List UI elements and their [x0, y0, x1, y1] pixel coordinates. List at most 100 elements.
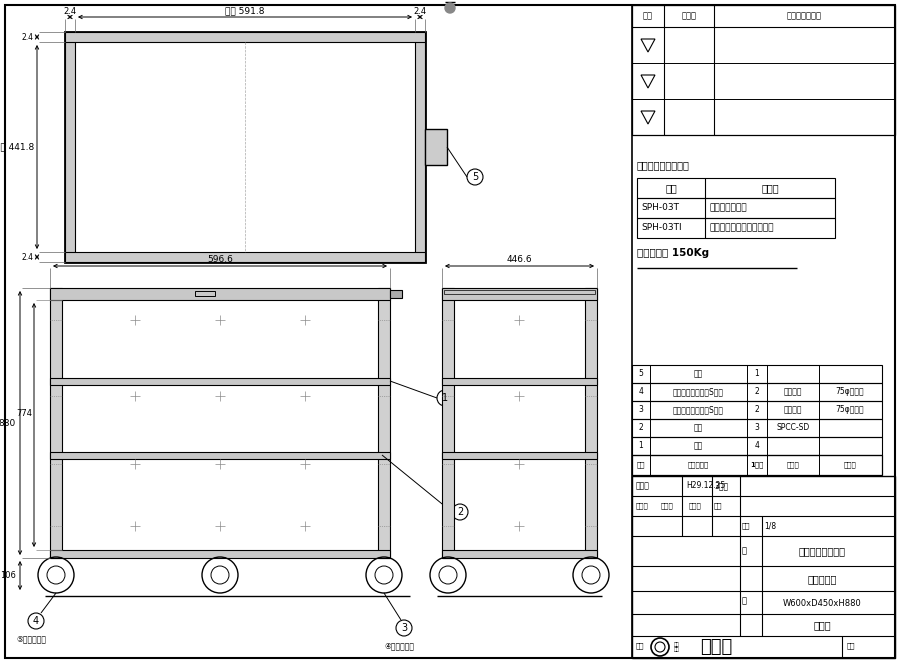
Bar	[637, 218, 835, 238]
Text: 3: 3	[400, 623, 407, 633]
Bar	[65, 32, 75, 262]
Text: 446.6: 446.6	[506, 255, 532, 263]
Text: 3: 3	[754, 424, 760, 432]
Text: 内寤 591.8: 内寤 591.8	[225, 7, 265, 15]
Text: 外観図: 外観図	[814, 620, 831, 630]
Bar	[632, 419, 882, 437]
Text: 屋地: 屋地	[742, 522, 751, 529]
Text: スペシャルワゴン: スペシャルワゴン	[798, 546, 845, 556]
Text: 品番: 品番	[665, 183, 677, 193]
Text: 1: 1	[639, 442, 644, 450]
Text: 2: 2	[457, 507, 464, 517]
Text: W600xD450xH880: W600xD450xH880	[783, 599, 861, 607]
Text: 3角法: 3角法	[714, 481, 728, 491]
Text: 承　認: 承 認	[636, 503, 649, 509]
Text: スチール: スチール	[784, 387, 802, 396]
Text: 4: 4	[33, 616, 39, 626]
Text: 設　計: 設 計	[661, 503, 674, 509]
Bar	[442, 288, 597, 300]
Text: 作　成: 作 成	[636, 481, 650, 491]
Bar	[444, 290, 595, 294]
Text: 2.4: 2.4	[63, 7, 76, 15]
Bar	[632, 476, 895, 658]
Text: 596.6: 596.6	[207, 255, 233, 263]
Bar	[442, 550, 597, 558]
Text: 1台数: 1台数	[751, 461, 764, 468]
Text: 2: 2	[754, 406, 760, 414]
Text: 名: 名	[742, 546, 746, 556]
Text: 4: 4	[754, 442, 760, 450]
Bar	[65, 252, 425, 262]
Bar	[425, 129, 447, 165]
Bar	[378, 288, 390, 558]
Text: 品番: 品番	[637, 461, 645, 468]
Text: 尺度: 尺度	[714, 503, 723, 509]
Bar	[632, 455, 882, 475]
Text: 2.4: 2.4	[413, 7, 427, 15]
Text: 重量タイプ: 重量タイプ	[807, 574, 837, 584]
Text: 2: 2	[754, 387, 760, 396]
Text: 支柱: 支柱	[693, 442, 703, 450]
Bar	[632, 383, 882, 401]
Text: SPH-03TI: SPH-03TI	[641, 223, 681, 233]
Text: 5: 5	[472, 172, 478, 182]
Text: 材　質: 材 質	[787, 461, 799, 468]
Text: サカエホワイトアイボリー: サカエホワイトアイボリー	[709, 223, 773, 233]
Bar	[50, 452, 390, 459]
Bar	[50, 288, 62, 558]
Text: 符号: 符号	[643, 11, 653, 21]
Text: ⑤対角ニ取付: ⑤対角ニ取付	[16, 634, 46, 644]
Text: サカエ: サカエ	[700, 638, 733, 656]
Bar	[632, 5, 895, 135]
Bar	[442, 378, 597, 385]
Bar	[442, 452, 597, 459]
Text: 2.4: 2.4	[22, 253, 34, 261]
Bar	[195, 291, 215, 296]
Text: 1: 1	[754, 369, 760, 379]
Text: 株式
合社: 株式 合社	[674, 642, 680, 652]
Text: 棚板: 棚板	[693, 424, 703, 432]
Text: サカエグリーン: サカエグリーン	[709, 204, 747, 213]
Bar	[632, 437, 882, 455]
Text: 均等耗荷重 150Kg: 均等耗荷重 150Kg	[637, 248, 709, 258]
Text: 日　付: 日 付	[681, 11, 697, 21]
Text: 案番: 案番	[847, 642, 856, 649]
Text: 図番: 図番	[636, 642, 644, 649]
Bar	[632, 365, 882, 383]
Text: 4: 4	[639, 387, 644, 396]
Text: 自在キャスター（S付）: 自在キャスター（S付）	[672, 387, 724, 396]
Bar	[585, 288, 597, 558]
Text: 変　更　内　容: 変 更 内 容	[787, 11, 822, 21]
Text: 3: 3	[639, 406, 644, 414]
Circle shape	[445, 3, 455, 13]
Bar	[442, 288, 454, 558]
Bar	[637, 178, 835, 198]
Text: 106: 106	[0, 570, 16, 579]
Text: 1: 1	[442, 393, 448, 403]
Text: 品番と塗装色の関係: 品番と塗装色の関係	[637, 160, 690, 170]
Bar	[415, 32, 425, 262]
Text: SPCC-SD: SPCC-SD	[777, 424, 810, 432]
Bar	[50, 288, 390, 300]
Text: 2.4: 2.4	[22, 32, 34, 42]
Bar	[65, 32, 425, 262]
Text: 880: 880	[0, 418, 16, 428]
Text: 製　図: 製 図	[689, 503, 702, 509]
Text: 75φゴム車: 75φゴム車	[836, 387, 864, 396]
Bar	[637, 198, 835, 218]
Text: 内寤 441.8: 内寤 441.8	[0, 143, 34, 152]
Text: H29.12.25: H29.12.25	[686, 481, 725, 491]
Bar	[632, 401, 882, 419]
Text: 備　考: 備 考	[843, 461, 857, 468]
Text: 5: 5	[639, 369, 644, 379]
Text: 自在キャスター（S無）: 自在キャスター（S無）	[672, 406, 724, 414]
Text: 2: 2	[639, 424, 644, 432]
Text: 75φゴム車: 75φゴム車	[836, 406, 864, 414]
Text: スチール: スチール	[784, 406, 802, 414]
Text: 称: 称	[742, 597, 746, 605]
Bar	[50, 550, 390, 558]
Text: 1/8: 1/8	[764, 522, 776, 530]
Text: 774: 774	[16, 408, 32, 418]
Text: 塗装色: 塗装色	[761, 183, 778, 193]
Bar	[50, 378, 390, 385]
